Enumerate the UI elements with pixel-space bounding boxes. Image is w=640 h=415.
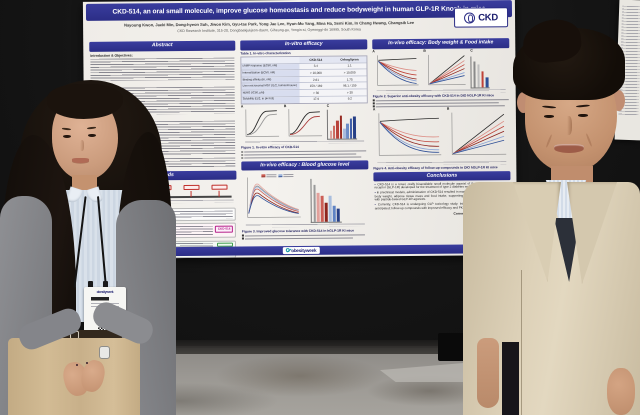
man-trousers-gap xyxy=(502,342,519,415)
poster-affiliation: CKD Research Institute, 315-20, Dongbaek… xyxy=(177,27,362,34)
panel-letter: B xyxy=(423,48,426,53)
poster-stand-shadow xyxy=(150,340,450,354)
bodyweight-chart-row-1: A B xyxy=(372,48,509,89)
glucose-bar-chart xyxy=(310,179,342,224)
axis-labels-placeholder xyxy=(245,140,365,145)
man-hand-right xyxy=(607,368,635,415)
table-col-ckd514: CKD-514 xyxy=(298,56,333,63)
followup-bodyweight-chart-a xyxy=(378,113,442,156)
woman-hands-clasped xyxy=(60,357,108,412)
axis-labels-placeholder xyxy=(245,223,365,228)
timeline-tick xyxy=(218,190,220,197)
woman-eye-right xyxy=(88,134,96,137)
panel-letter: A xyxy=(372,48,375,53)
woman-eye-left xyxy=(63,135,71,138)
timeline-tick xyxy=(190,191,192,198)
section-header-invitro: In-vitro efficacy xyxy=(240,39,368,51)
woman-mouth xyxy=(72,158,89,163)
panel-letter: B xyxy=(446,106,450,111)
figure1-caption: Figure 1. In-vitro efficacy of CKD-514 xyxy=(241,145,299,150)
woman-belt xyxy=(32,330,122,339)
figure3-caption: Figure 3. Improved glucose tolerance wit… xyxy=(241,228,355,234)
obesityweek-o-icon xyxy=(285,248,291,253)
dose-response-chart-b xyxy=(288,109,323,137)
foodintake-chart-b xyxy=(428,54,466,85)
text-placeholder xyxy=(90,57,235,81)
panel-letter: A xyxy=(240,104,244,109)
figure3-notes xyxy=(241,234,369,240)
invitro-chart-row: A B C xyxy=(240,103,368,140)
bodyweight-change-chart-a xyxy=(377,54,419,86)
timeline-marker xyxy=(211,184,228,190)
ckd-514-tag: CKD-514 xyxy=(215,225,233,233)
timeline-marker xyxy=(183,184,200,191)
glucose-line-chart xyxy=(247,177,301,219)
column-invitro-glucose: In-vitro efficacy Table 1. In-vitro char… xyxy=(240,39,369,240)
column-bodyweight-conclusions: In-vivo efficacy: Body weight & Food int… xyxy=(372,38,511,216)
nail-polish xyxy=(86,362,89,365)
invitro-bar-chart xyxy=(326,109,358,140)
panel-letter: B xyxy=(283,104,287,109)
man-hand-left xyxy=(477,338,499,408)
badge-clip xyxy=(103,281,108,288)
woman-bangs xyxy=(47,84,123,119)
badge-clip xyxy=(88,281,93,288)
poster: CKD-514, an oral small molecule, improve… xyxy=(82,0,518,259)
panel-letter: A xyxy=(372,107,376,112)
section-header-abstract: Abstract xyxy=(89,40,236,52)
man-nose xyxy=(565,116,572,135)
figure1-notes xyxy=(241,150,368,159)
abstract-paragraph: Introduction & Objectives: xyxy=(90,53,235,81)
nail-polish xyxy=(76,364,79,367)
woman-nose xyxy=(80,140,84,151)
panel-letter: C xyxy=(326,103,330,108)
invitro-table: CKD-514 Orforglipron cAMP response (EC50… xyxy=(240,55,368,105)
badge-name-placeholder xyxy=(91,296,109,301)
man-eye-right xyxy=(578,114,588,117)
table-col-orforglipron: Orforglipron xyxy=(332,56,367,63)
badge-event-logo: obesityweek xyxy=(96,289,114,294)
bodyweight-chart-row-2: A B xyxy=(372,106,510,161)
wristwatch xyxy=(99,346,110,359)
obesityweek-logo: obesityweek xyxy=(282,246,320,255)
section-header-invivo-glucose: In-vivo efficacy : Blood glucose level xyxy=(241,160,369,171)
man xyxy=(455,17,640,415)
glucose-chart-row xyxy=(241,173,368,224)
woman: obesityweek xyxy=(0,80,180,415)
poster-title-band: CKD-514, an oral small molecule, improve… xyxy=(85,0,513,21)
glucose-chart-legend xyxy=(261,174,294,178)
followup-foodintake-chart-b xyxy=(451,112,507,155)
man-mouth xyxy=(554,144,584,153)
dose-response-chart-a xyxy=(245,109,280,137)
poster-title: CKD-514, an oral small molecule, improve… xyxy=(112,5,486,16)
coat-seam xyxy=(521,270,523,415)
table-row: Solubility (t1/2, in pH 6.8) 17.9 9.2 xyxy=(241,95,367,104)
man-eye-left xyxy=(544,115,554,118)
